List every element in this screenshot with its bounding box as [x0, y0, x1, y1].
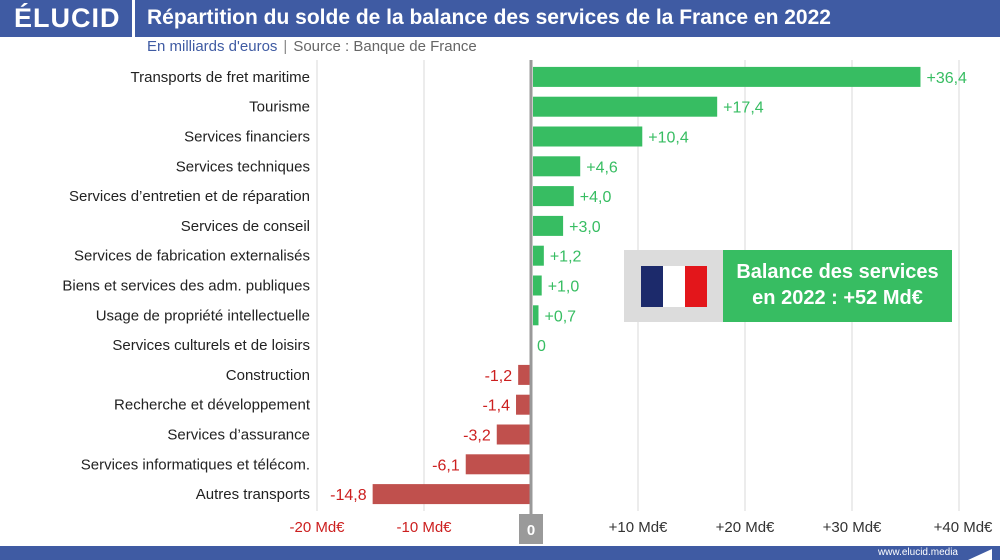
value-label: +1,2	[550, 249, 582, 266]
category-label: Services d’assurance	[167, 427, 310, 444]
balance-text: Balance des services en 2022 : +52 Md€	[723, 259, 952, 311]
category-label: Usage de propriété intellectuelle	[96, 307, 310, 324]
tick-label: -20 Md€	[289, 519, 345, 536]
source-label: Source : Banque de France	[293, 38, 477, 55]
bar	[496, 424, 531, 445]
footer-bar: www.elucid.media	[0, 546, 1000, 560]
value-label: -1,2	[485, 368, 513, 385]
bar	[533, 215, 564, 236]
balance-line-2: en 2022 : +52 Md€	[752, 287, 923, 309]
subtitle-separator: |	[283, 38, 288, 55]
balance-line-1: Balance des services	[736, 261, 939, 283]
category-label: Services culturels et de loisirs	[112, 337, 310, 354]
category-label: Tourisme	[249, 99, 310, 116]
value-label: 0	[537, 338, 546, 355]
subtitle: En milliards d'euros | Source : Banque de …	[147, 38, 477, 56]
flag-box	[624, 250, 723, 322]
tick-label: +10 Md€	[609, 519, 668, 536]
chart-title: Répartition du solde de la balance des s…	[147, 6, 831, 29]
category-label: Services financiers	[184, 129, 310, 146]
value-label: +17,4	[723, 100, 764, 117]
bar	[518, 364, 531, 385]
category-label: Recherche et développement	[114, 397, 311, 414]
category-label: Services de fabrication externalisés	[74, 248, 310, 265]
bar	[533, 156, 581, 177]
balance-callout: Balance des services en 2022 : +52 Md€	[624, 250, 952, 322]
bar	[533, 245, 544, 266]
elucid-logo: ÉLUCID	[14, 3, 121, 33]
category-label: Construction	[226, 367, 310, 384]
unit-label: En milliards d'euros	[147, 38, 278, 55]
category-label: Services informatiques et télécom.	[81, 456, 310, 473]
header-bar: ÉLUCID Répartition du solde de la balanc…	[0, 0, 1000, 37]
bar	[533, 96, 718, 117]
flag-red-stripe	[685, 266, 707, 307]
category-label: Transports de fret maritime	[131, 69, 311, 86]
value-label: -3,2	[463, 428, 491, 445]
category-label: Biens et services des adm. publiques	[62, 278, 310, 295]
value-label: +0,7	[544, 308, 576, 325]
bar	[465, 454, 531, 475]
value-label: +36,4	[926, 70, 967, 87]
french-flag-icon	[641, 266, 707, 307]
site-url[interactable]: www.elucid.media	[877, 547, 958, 558]
flag-blue-stripe	[641, 266, 663, 307]
category-label: Services de conseil	[181, 218, 310, 235]
bar	[533, 126, 643, 147]
bar	[533, 275, 542, 296]
bar	[533, 66, 921, 87]
value-label: -6,1	[432, 457, 460, 474]
zero-tick-box	[519, 514, 543, 544]
tick-label: 0	[527, 522, 535, 539]
flag-white-stripe	[663, 266, 685, 307]
value-label: +1,0	[548, 279, 580, 296]
balance-box: Balance des services en 2022 : +52 Md€	[723, 250, 952, 322]
tick-label: +40 Md€	[934, 519, 993, 536]
elucid-mark-icon	[968, 549, 992, 560]
logo-separator	[132, 0, 135, 37]
bar	[533, 305, 539, 326]
value-label: +3,0	[569, 219, 601, 236]
tick-label: -10 Md€	[396, 519, 452, 536]
bar	[516, 394, 531, 415]
value-label: -1,4	[482, 398, 510, 415]
value-label: +10,4	[648, 130, 689, 147]
category-label: Services d’entretien et de réparation	[69, 188, 310, 205]
tick-label: +30 Md€	[823, 519, 882, 536]
value-label: +4,0	[580, 189, 612, 206]
bar	[372, 484, 531, 505]
bar	[533, 186, 574, 207]
category-label: Autres transports	[196, 486, 310, 503]
category-label: Services techniques	[176, 158, 310, 175]
tick-label: +20 Md€	[716, 519, 775, 536]
value-label: -14,8	[330, 487, 367, 504]
value-label: +4,6	[586, 159, 618, 176]
